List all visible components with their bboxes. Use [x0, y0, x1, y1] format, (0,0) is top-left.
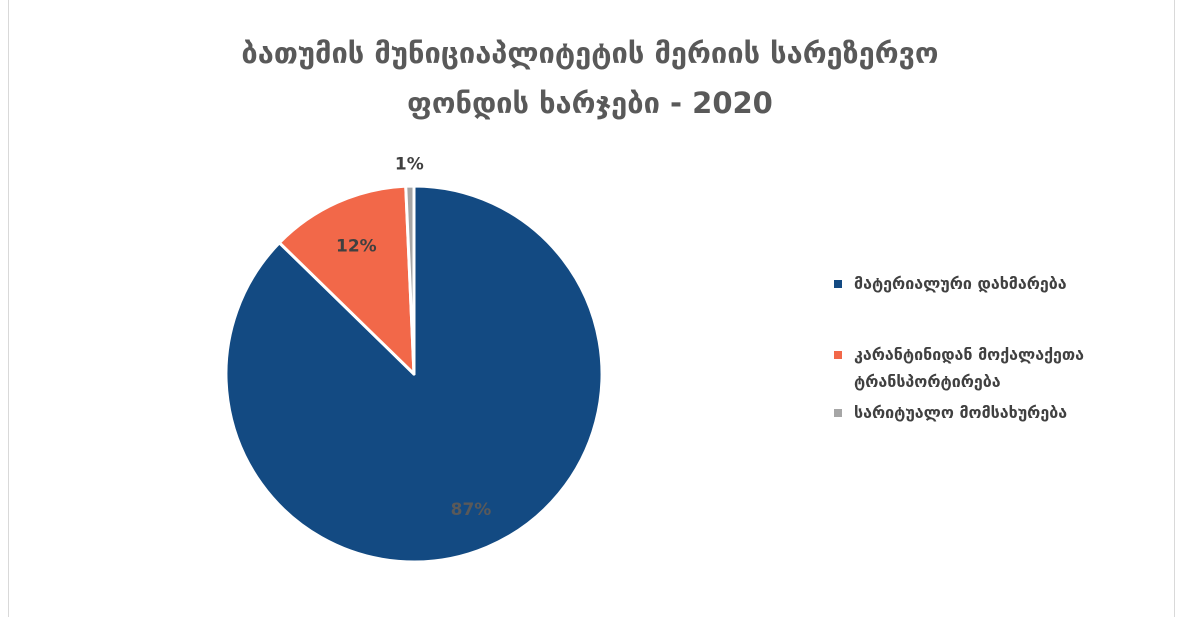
legend-label-quarantine-transport-line-2: ტრანსპორტირება — [854, 372, 1001, 391]
data-label-quarantine-transport: 12% — [336, 236, 377, 256]
chart-title-line-1: ბათუმის მუნიციაპლიტეტის მერიის სარეზერვო — [241, 36, 939, 70]
legend-item-quarantine-transport: კარანტინიდან მოქალაქეთა ტრანსპორტირება — [834, 341, 1164, 395]
data-label-funeral-services: 1% — [395, 154, 424, 174]
legend-swatch-material-aid — [834, 280, 842, 288]
chart-title: ბათუმის მუნიციაპლიტეტის მერიის სარეზერვო… — [90, 28, 1090, 128]
chart-legend: მატერიალური დახმარება კარანტინიდან მოქალ… — [834, 270, 1164, 426]
pie-slice-funeral-services — [404, 184, 416, 376]
legend-label-material-aid: მატერიალური დახმარება — [854, 274, 1067, 293]
data-label-material-aid: 87% — [451, 500, 492, 520]
chart-frame — [8, 0, 1175, 617]
legend-item-funeral-services: სარიტუალო მომსახურება — [834, 399, 1164, 426]
pie-slice-quarantine-transport — [277, 184, 416, 376]
legend-label-quarantine-transport-line-1: კარანტინიდან მოქალაქეთა — [854, 345, 1084, 364]
legend-swatch-quarantine-transport — [834, 351, 842, 359]
chart-title-line-2: ფონდის ხარჯები - 2020 — [407, 86, 773, 120]
legend-label-funeral-services: სარიტუალო მომსახურება — [854, 403, 1068, 422]
legend-item-material-aid: მატერიალური დახმარება — [834, 270, 1164, 297]
legend-swatch-funeral-services — [834, 409, 842, 417]
